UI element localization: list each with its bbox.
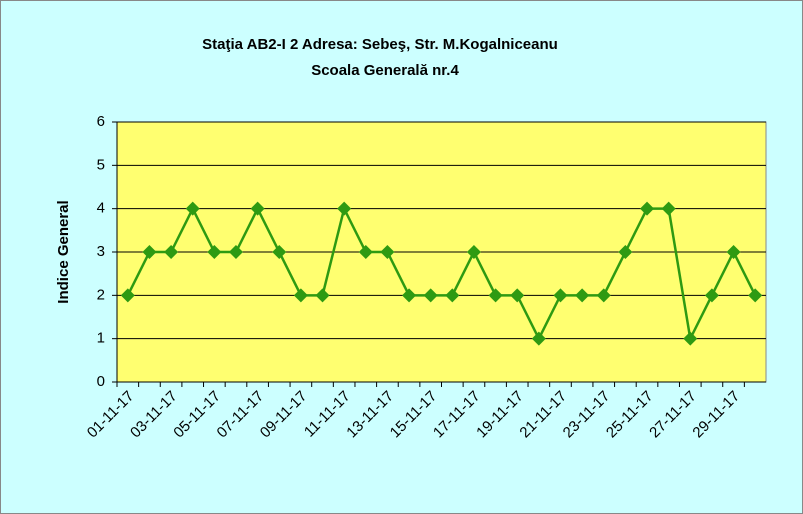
data-point: [640, 201, 655, 216]
data-point: [142, 245, 157, 259]
y-tick-label: 6: [97, 113, 105, 130]
data-point: [531, 331, 546, 346]
data-point: [358, 245, 373, 259]
data-point: [228, 245, 243, 259]
y-tick-label: 3: [97, 243, 105, 260]
data-point: [488, 288, 503, 303]
data-point: [337, 201, 352, 216]
data-point: [120, 288, 135, 303]
data-point: [250, 201, 265, 216]
data-point: [661, 201, 676, 216]
data-point: [164, 245, 179, 259]
data-point: [402, 288, 417, 303]
data-point: [748, 288, 763, 303]
data-point: [185, 201, 200, 216]
data-point: [315, 288, 330, 303]
data-point: [380, 245, 395, 259]
y-tick-label: 4: [97, 200, 105, 217]
data-point: [704, 288, 719, 303]
chart-title: Staţia AB2-I 2 Adresa: Sebeş, Str. M.Kog…: [202, 36, 558, 53]
y-axis-label: Indice General: [55, 200, 72, 303]
data-point: [293, 288, 308, 303]
data-point: [272, 245, 287, 259]
y-tick-label: 5: [97, 156, 105, 173]
data-point: [445, 288, 460, 303]
data-point: [553, 288, 568, 303]
data-point: [510, 288, 525, 303]
y-tick-label: 2: [97, 286, 105, 303]
data-point: [575, 288, 590, 303]
data-point: [596, 288, 611, 303]
data-point: [683, 331, 698, 346]
data-point: [726, 245, 741, 259]
chart-subtitle: Scoala Generală nr.4: [311, 62, 459, 79]
y-tick-label: 1: [97, 330, 105, 347]
data-point: [618, 245, 633, 259]
data-point: [423, 288, 438, 303]
y-tick-label: 0: [97, 373, 105, 390]
data-point: [466, 245, 481, 259]
data-point: [207, 245, 222, 259]
